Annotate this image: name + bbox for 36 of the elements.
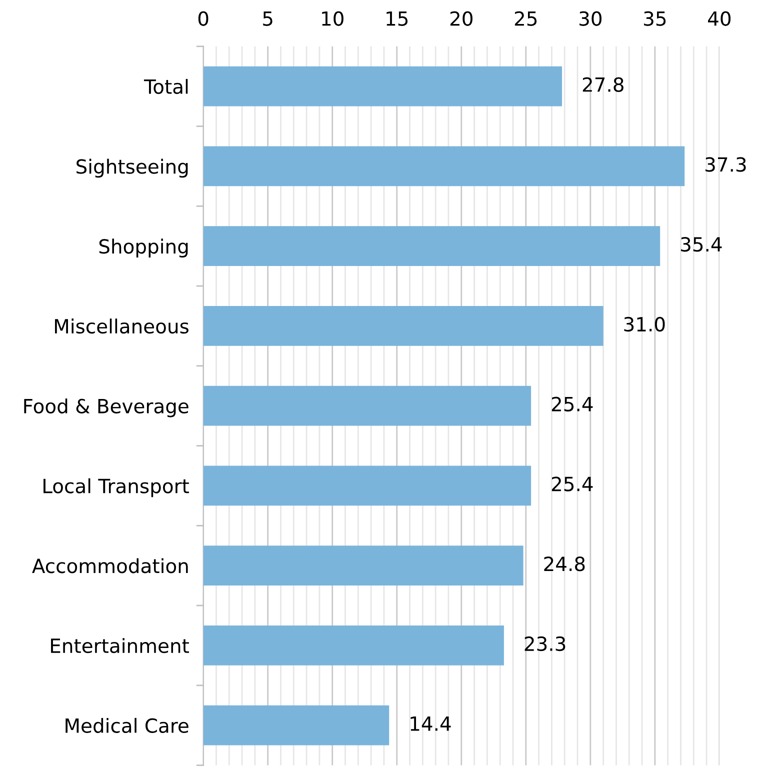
y-tick-label: Medical Care — [66, 718, 188, 733]
bar — [203, 66, 562, 106]
y-tick-label: Sightseeing — [76, 158, 188, 178]
data-label: 24.8 — [544, 556, 585, 572]
bar — [203, 546, 524, 586]
data-label: 27.8 — [582, 77, 624, 92]
bar — [203, 226, 660, 266]
x-tick-label: 20 — [450, 11, 472, 26]
data-label: 37.3 — [706, 157, 746, 172]
data-label: 14.4 — [410, 716, 451, 731]
data-label: 25.4 — [552, 396, 593, 412]
y-tick-label: Miscellaneous — [55, 318, 188, 334]
y-tick-label: Shopping — [99, 238, 188, 258]
x-tick-label: 10 — [322, 11, 344, 26]
bar — [203, 466, 532, 506]
y-tick-label: Food & Beverage — [24, 398, 188, 418]
y-tick-label: Total — [144, 78, 188, 94]
x-tick-label: 35 — [644, 11, 666, 26]
x-tick-label: 40 — [708, 11, 731, 26]
y-tick-label: Entertainment — [51, 638, 189, 654]
bar — [203, 306, 604, 346]
x-tick-label: 5 — [263, 11, 272, 26]
x-tick-label: 30 — [580, 11, 602, 26]
data-label: 23.3 — [524, 636, 566, 652]
x-tick-label: 0 — [198, 11, 208, 26]
data-label: 25.4 — [552, 476, 593, 492]
bar — [203, 625, 504, 666]
data-label: 35.4 — [681, 237, 722, 252]
bar — [203, 705, 390, 746]
x-tick-label: 25 — [514, 11, 537, 26]
bar — [203, 146, 685, 186]
data-label: 31.0 — [624, 316, 665, 332]
x-tick-label: 15 — [386, 11, 408, 26]
y-tick-label: Accommodation — [32, 558, 188, 574]
y-tick-label: Local Transport — [44, 478, 189, 498]
bar — [203, 386, 532, 426]
